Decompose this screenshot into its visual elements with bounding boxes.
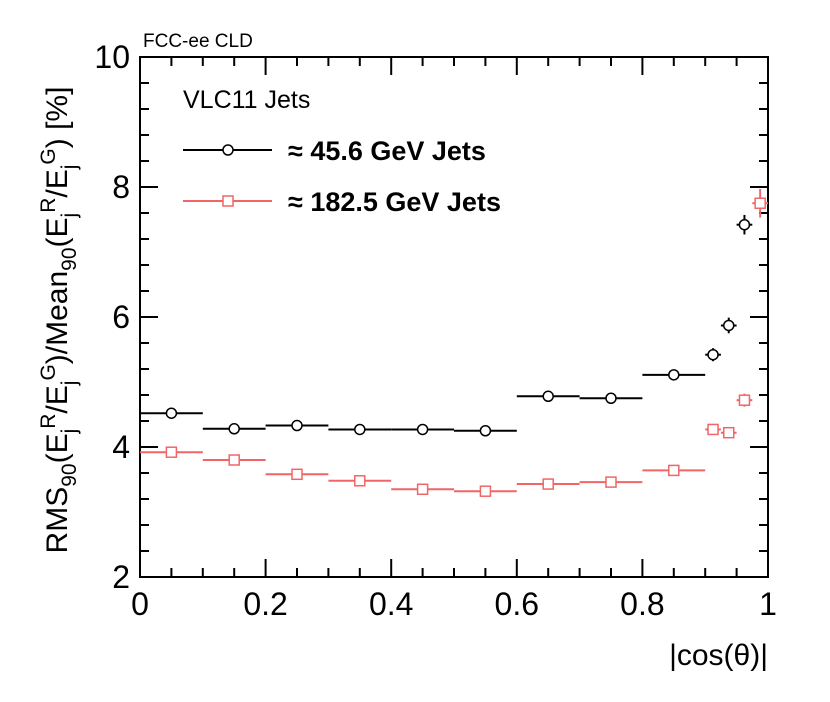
data-point <box>707 423 719 436</box>
data-point <box>542 478 554 490</box>
data-point <box>738 218 751 231</box>
x-tick-label: 0.2 <box>243 586 287 622</box>
experiment-label: FCC-ee CLD <box>143 31 253 52</box>
data-point <box>754 197 766 209</box>
y-tick-label: 2 <box>112 559 130 595</box>
data-point <box>479 485 492 497</box>
x-tick-label: 0 <box>131 586 149 622</box>
y-tick-label: 10 <box>94 39 130 75</box>
data-point <box>354 423 366 436</box>
data-point <box>228 454 240 466</box>
legend-entry-label: ≈ 45.6 GeV Jets <box>288 136 486 166</box>
data-point <box>165 446 178 458</box>
y-tick-label: 6 <box>112 299 130 335</box>
data-point <box>542 390 554 403</box>
y-tick-label: 8 <box>112 169 130 205</box>
legend-entry-label: ≈ 182.5 GeV Jets <box>288 187 501 217</box>
data-point <box>416 423 429 436</box>
legend-title: VLC11 Jets <box>183 86 310 114</box>
y-tick-label: 4 <box>112 429 130 465</box>
x-axis-label: |cos(θ)| <box>669 639 768 672</box>
series-low-energy <box>140 214 753 437</box>
data-point <box>228 423 240 435</box>
series-high-energy <box>140 188 768 497</box>
legend-marker <box>222 144 234 156</box>
data-point <box>291 468 303 481</box>
x-tick-label: 0.4 <box>369 586 413 622</box>
data-point <box>707 348 719 361</box>
series-layer <box>140 188 768 497</box>
data-point <box>291 419 303 432</box>
x-tick-label: 0.6 <box>495 586 539 622</box>
data-point <box>723 426 735 439</box>
legend-marker <box>222 195 234 207</box>
tick-labels: 0 0.2 0.4 0.6 0.8 1 2 4 6 8 10 <box>94 39 776 622</box>
data-point <box>354 475 366 487</box>
plot-border <box>139 56 769 578</box>
data-point <box>165 407 178 419</box>
data-point <box>416 483 429 495</box>
axis-ticks <box>139 56 769 578</box>
data-point <box>605 476 617 488</box>
data-point <box>668 369 680 381</box>
y-axis-label: RMS90(EjR/EjG)/Mean90(EjR/EjG) [%] <box>37 87 81 554</box>
x-tick-label: 1 <box>759 586 777 622</box>
data-point <box>668 464 680 477</box>
data-point <box>479 425 492 437</box>
legend: VLC11 Jets ≈ 45.6 GeV Jets ≈ 182.5 GeV Je… <box>183 86 501 217</box>
plot-frame <box>139 56 769 578</box>
data-point <box>738 394 751 406</box>
x-tick-label: 0.8 <box>620 586 664 622</box>
data-point <box>723 319 735 332</box>
data-point <box>605 392 617 404</box>
